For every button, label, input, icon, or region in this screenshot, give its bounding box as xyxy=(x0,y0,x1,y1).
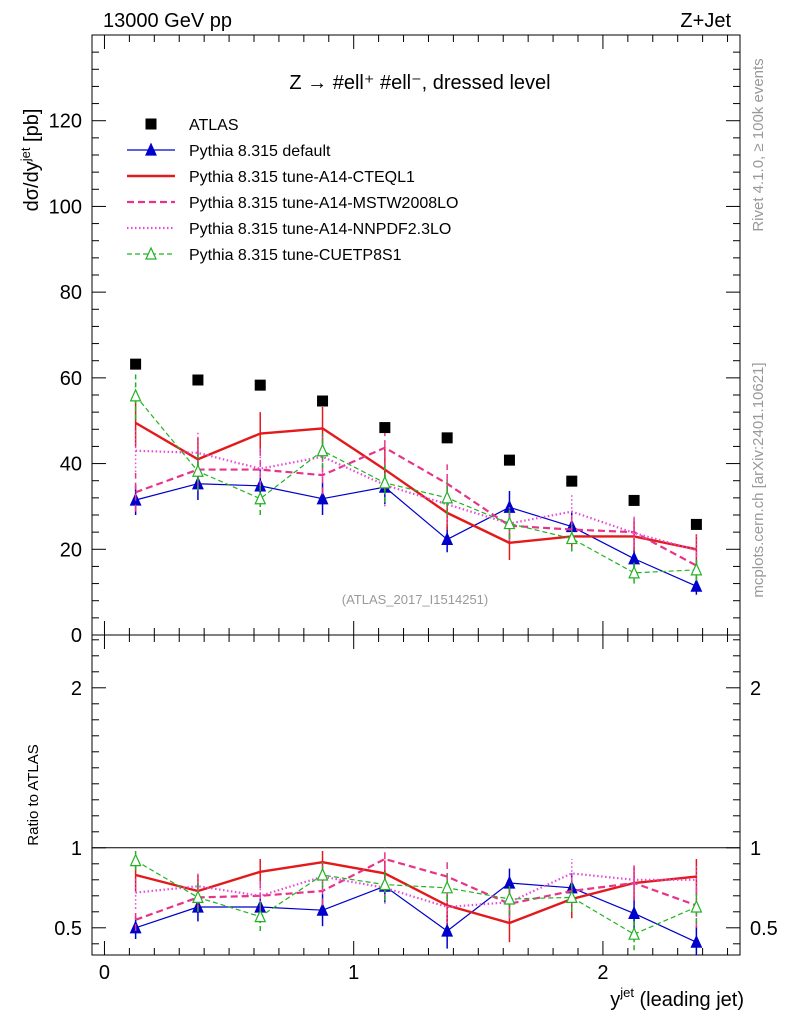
y-tick-label: 80 xyxy=(60,282,82,304)
ratio-tick-label: 2 xyxy=(750,678,761,700)
legend-label: Pythia 8.315 default xyxy=(189,143,331,160)
ratio-series-marker xyxy=(441,923,454,937)
rivet-version-label: Rivet 4.1.0, ≥ 100k events xyxy=(750,58,767,231)
reference-point xyxy=(503,454,515,466)
ratio-series-marker xyxy=(378,877,391,891)
x-tick-label: 0 xyxy=(99,962,110,984)
ratio-series-marker xyxy=(628,926,641,940)
ratio-series-marker xyxy=(628,905,641,920)
x-tick-label: 1 xyxy=(348,962,359,984)
legend-label: Pythia 8.315 tune-CUETP8S1 xyxy=(189,247,402,264)
ratio-tick-label: 0.5 xyxy=(54,918,82,940)
series-marker xyxy=(503,516,516,530)
reference-point xyxy=(130,358,142,370)
analysis-tag: (ATLAS_2017_I1514251) xyxy=(342,592,488,607)
ratio-tick-label: 1 xyxy=(71,838,82,860)
reference-point xyxy=(566,475,578,487)
ratio-series-line xyxy=(135,882,697,943)
series-marker xyxy=(441,490,454,504)
reference-point xyxy=(317,395,329,407)
ratio-series-line xyxy=(135,857,697,921)
series-marker xyxy=(378,475,391,489)
ratio-series-marker xyxy=(565,889,578,904)
ratio-series-marker xyxy=(316,867,329,881)
ratio-series-line xyxy=(135,861,697,925)
series-line xyxy=(135,449,697,552)
reference-point xyxy=(254,379,266,391)
reference-point xyxy=(628,494,640,506)
legend-marker xyxy=(145,118,157,130)
ratio-series-marker xyxy=(690,934,703,948)
legend-label: Pythia 8.315 tune-A14-CTEQL1 xyxy=(189,169,415,186)
series-line xyxy=(135,395,697,574)
reference-point xyxy=(192,374,204,386)
ratio-tick-label: 1 xyxy=(750,838,761,860)
legend: ATLAS Pythia 8.315 default Pythia 8.315 tu… xyxy=(127,117,458,264)
series-line xyxy=(135,421,697,551)
ratio-series-marker xyxy=(191,889,204,904)
series-marker xyxy=(628,551,641,565)
ratio-series-marker xyxy=(503,891,516,905)
ratio-axis-label: Ratio to ATLAS xyxy=(25,744,42,845)
reference-point xyxy=(379,422,391,434)
series-marker xyxy=(690,562,703,576)
y-axis-label: dσ/dyjet [pb] xyxy=(18,109,43,212)
ratio-series-marker xyxy=(129,853,142,867)
y-tick-label: 100 xyxy=(49,196,82,218)
legend-marker xyxy=(145,142,157,156)
series-marker xyxy=(565,531,578,545)
ratio-tick-label: 2 xyxy=(71,678,82,700)
reference-point xyxy=(441,432,453,444)
legend-label: Pythia 8.315 tune-A14-NNPDF2.3LO xyxy=(189,221,451,238)
y-tick-label: 0 xyxy=(71,625,82,647)
y-tick-label: 60 xyxy=(60,368,82,390)
header-right-label: Z+Jet xyxy=(680,10,731,32)
series-marker xyxy=(254,491,267,505)
legend-marker xyxy=(145,246,157,260)
y-tick-label: 40 xyxy=(60,454,82,476)
ratio-series-line xyxy=(135,860,697,935)
series-marker xyxy=(316,491,329,505)
ratio-series-marker xyxy=(690,899,703,913)
series-marker xyxy=(441,531,454,546)
ratio-series-marker xyxy=(254,909,267,923)
legend-label: Pythia 8.315 tune-A14-MSTW2008LO xyxy=(189,195,458,212)
header-left-label: 13000 GeV pp xyxy=(103,10,232,32)
y-tick-label: 120 xyxy=(49,111,82,133)
x-tick-label: 2 xyxy=(597,962,608,984)
ratio-panel-frame xyxy=(91,634,741,956)
y-tick-label: 20 xyxy=(60,539,82,561)
ratio-tick-label: 0.5 xyxy=(750,918,778,940)
series-marker xyxy=(628,565,641,579)
reference-point xyxy=(690,518,702,530)
mcplots-label: mcplots.cern.ch [arXiv:2401.10621] xyxy=(750,362,767,597)
legend-label: ATLAS xyxy=(189,117,239,134)
series-marker xyxy=(191,463,204,477)
series-marker xyxy=(690,578,703,592)
series-marker xyxy=(129,388,142,402)
ratio-series-marker xyxy=(441,880,454,894)
plot-title: Z → #ell⁺ #ell⁻, dressed level xyxy=(289,72,550,94)
ratio-series-marker xyxy=(316,902,329,916)
series-line xyxy=(135,446,697,567)
series-line xyxy=(135,483,697,587)
series-marker xyxy=(316,443,329,457)
x-axis-label: yjet (leading jet) xyxy=(610,985,744,1011)
